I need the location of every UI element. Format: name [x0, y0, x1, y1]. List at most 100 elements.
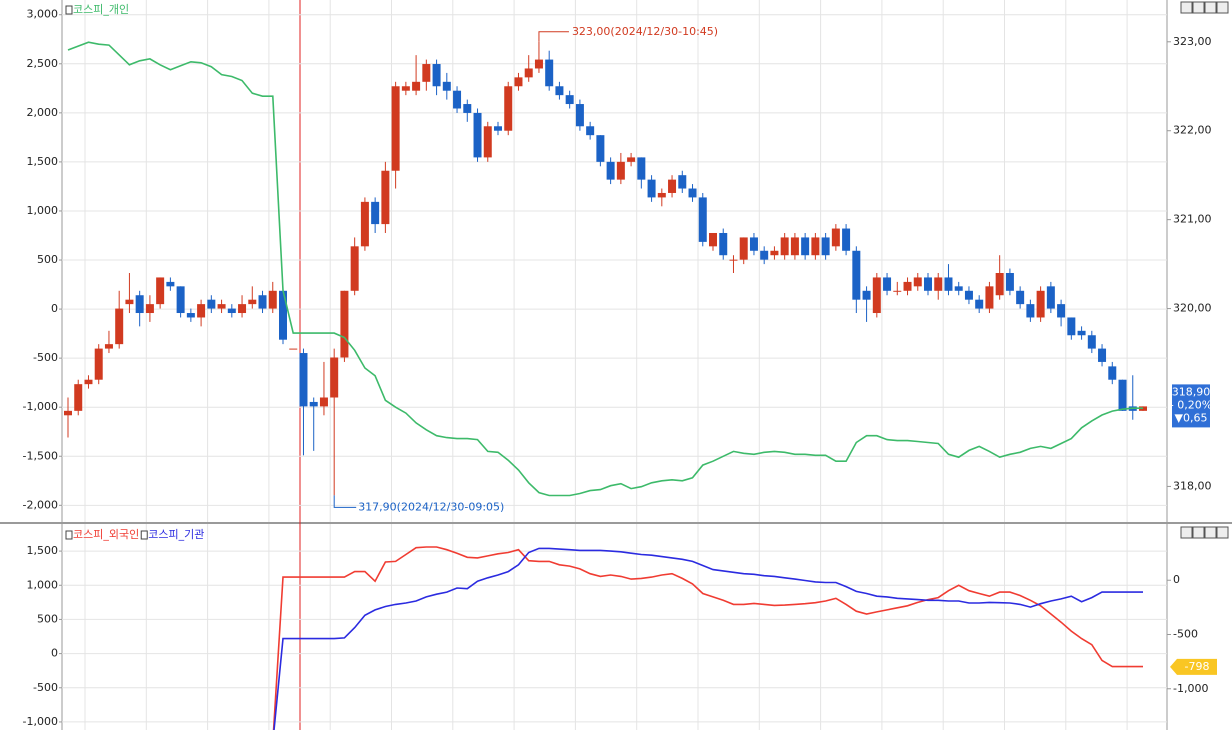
candle-body [1046, 286, 1055, 309]
plot-area [62, 546, 1167, 730]
value-tag-label: -798 [1185, 660, 1210, 673]
legend-swatch [65, 5, 73, 15]
price-box-change-pct: - 0,20% [1170, 398, 1212, 411]
candle-body [483, 126, 492, 158]
candle-body [821, 237, 830, 256]
candle-body [238, 304, 247, 314]
candle-body [1057, 304, 1066, 318]
y2-tick-label: 321,00 [1173, 213, 1212, 226]
candle-body [565, 95, 574, 105]
button[interactable] [1204, 526, 1217, 539]
candle-body [678, 175, 687, 189]
candle-body [156, 277, 165, 305]
candle-body [432, 64, 441, 87]
candle-body [473, 112, 482, 158]
candle-body [391, 86, 400, 171]
y-tick-label: 500 [37, 612, 58, 625]
candle-body [903, 281, 912, 291]
series-line [67, 41, 1143, 497]
candle-body [749, 237, 758, 251]
y2-tick-label: 0 [1173, 573, 1180, 586]
candle-body [555, 86, 564, 96]
candle-body [801, 237, 810, 256]
panel-buttons-bottom[interactable] [1180, 526, 1229, 539]
button[interactable] [1192, 526, 1205, 539]
button[interactable] [1204, 1, 1217, 14]
candle-body [442, 81, 451, 91]
candle-body [739, 237, 748, 260]
candle-body [934, 277, 943, 291]
button[interactable] [1216, 526, 1229, 539]
candle-body [954, 286, 963, 291]
y2-tick-label: -500 [1173, 627, 1198, 640]
candle-body [872, 277, 881, 314]
candle-body [279, 290, 287, 340]
legend-label: 코스피_외국인 [73, 528, 139, 541]
candle-body [340, 290, 349, 358]
y-tick-label: -1,000 [23, 715, 58, 728]
candle-body [401, 86, 410, 91]
candle-body [360, 201, 369, 247]
candle-body [709, 232, 717, 247]
candle-body [586, 126, 595, 136]
button[interactable] [1180, 526, 1193, 539]
y2-tick-label: 318,00 [1173, 479, 1212, 492]
candle-body [985, 286, 994, 309]
candle-body [893, 290, 902, 292]
min-label: 317,90(2024/12/30-09:05) [358, 500, 504, 513]
candle-body [145, 304, 154, 314]
y-tick-label: -500 [33, 681, 58, 694]
candle-body [1077, 330, 1086, 336]
candle-body [248, 299, 257, 305]
candle-body [514, 77, 523, 87]
candle-body [729, 259, 738, 261]
candle-body [944, 277, 953, 291]
candle-body [463, 104, 472, 113]
value-tag [1170, 658, 1217, 675]
candle-body [166, 281, 175, 287]
candle-body [760, 250, 769, 260]
y2-tick-label: 320,00 [1173, 302, 1212, 315]
candle-body [688, 188, 697, 198]
button[interactable] [1192, 1, 1205, 14]
y-tick-label: 1,500 [27, 544, 59, 557]
candle-body [309, 401, 318, 407]
candle-body [995, 273, 1004, 296]
candle-body [258, 295, 267, 309]
button[interactable] [1216, 1, 1229, 14]
y-tick-label: 3,000 [27, 8, 59, 21]
candle-body [207, 299, 216, 309]
candle-body [330, 357, 339, 398]
candle-body [1067, 317, 1076, 336]
candle-body [494, 126, 502, 131]
y-tick-label: 1,500 [27, 155, 59, 168]
candle-body [412, 81, 421, 91]
candle-body [84, 379, 93, 385]
candle-body [831, 228, 840, 247]
candle-body [596, 135, 605, 162]
y2-tick-label: -1,000 [1173, 682, 1208, 695]
candle-body [1118, 379, 1127, 411]
candle-body [719, 232, 728, 256]
candle-body [319, 397, 328, 407]
candle-body [575, 104, 584, 127]
y-tick-label: -2,000 [23, 498, 58, 511]
min-pointer [333, 495, 357, 508]
candle-body [125, 299, 134, 305]
y-tick-label: 1,000 [27, 578, 59, 591]
candle-body [64, 410, 72, 416]
candle-body [1087, 335, 1096, 349]
candle-body [289, 348, 298, 350]
candle-body [637, 157, 646, 180]
candle-body [698, 197, 707, 242]
candle-body [883, 277, 892, 291]
candle-body [790, 237, 799, 256]
panel-buttons-top[interactable] [1180, 1, 1229, 14]
candle-body [975, 299, 984, 309]
candle-body [268, 290, 277, 309]
button[interactable] [1180, 1, 1193, 14]
candle-body [94, 348, 103, 380]
candle-body [1036, 290, 1045, 318]
candle-body [616, 161, 625, 180]
